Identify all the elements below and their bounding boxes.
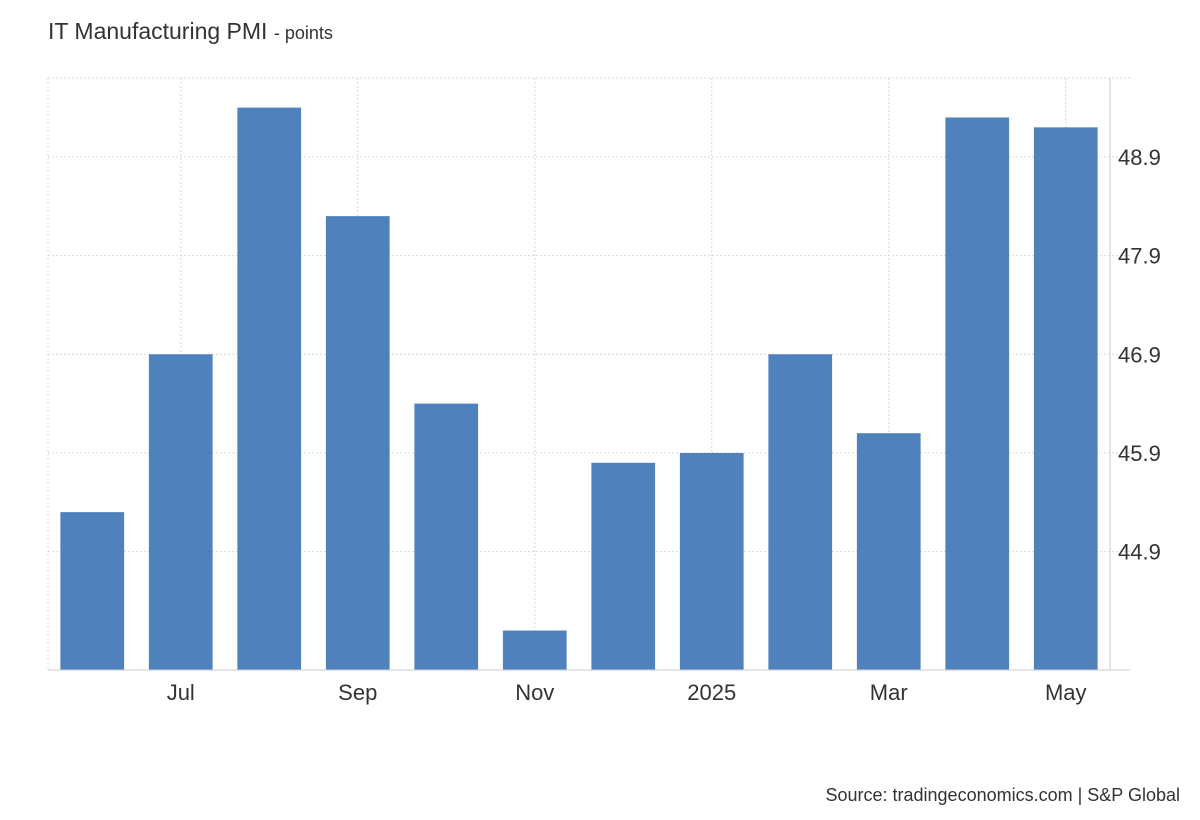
y-tick-label: 46.9 [1118,342,1161,367]
bar [679,452,744,670]
chart-title-text: IT Manufacturing PMI [48,18,268,44]
y-axis-labels: 44.9 45.9 46.9 47.9 48.9 [1118,145,1161,565]
bar [148,354,213,670]
chart-title: IT Manufacturing PMI - points [48,18,333,45]
x-tick-label: May [1045,680,1087,705]
y-tick-label: 47.9 [1118,244,1161,269]
y-tick-label: 44.9 [1118,540,1161,565]
chart-unit: - points [273,23,333,43]
x-tick-label: Jul [167,680,195,705]
axes-group [48,78,1130,671]
x-tick-label: Mar [870,680,908,705]
y-tick-label: 45.9 [1118,441,1161,466]
bar [414,403,479,670]
x-axis-labels: Jul Sep Nov 2025 Mar May [167,680,1087,705]
bar [1033,127,1098,671]
bar [591,462,656,670]
bar [856,433,921,670]
bar [237,107,302,671]
bar [60,512,125,670]
y-tick-label: 48.9 [1118,145,1161,170]
x-tick-label: Nov [515,680,554,705]
bar [502,630,567,670]
x-tick-label: 2025 [687,680,736,705]
bars-group [60,107,1098,671]
bar [768,354,833,670]
bar [945,117,1010,670]
bar [325,216,390,670]
source-credit: Source: tradingeconomics.com | S&P Globa… [825,785,1180,805]
x-tick-label: Sep [338,680,377,705]
